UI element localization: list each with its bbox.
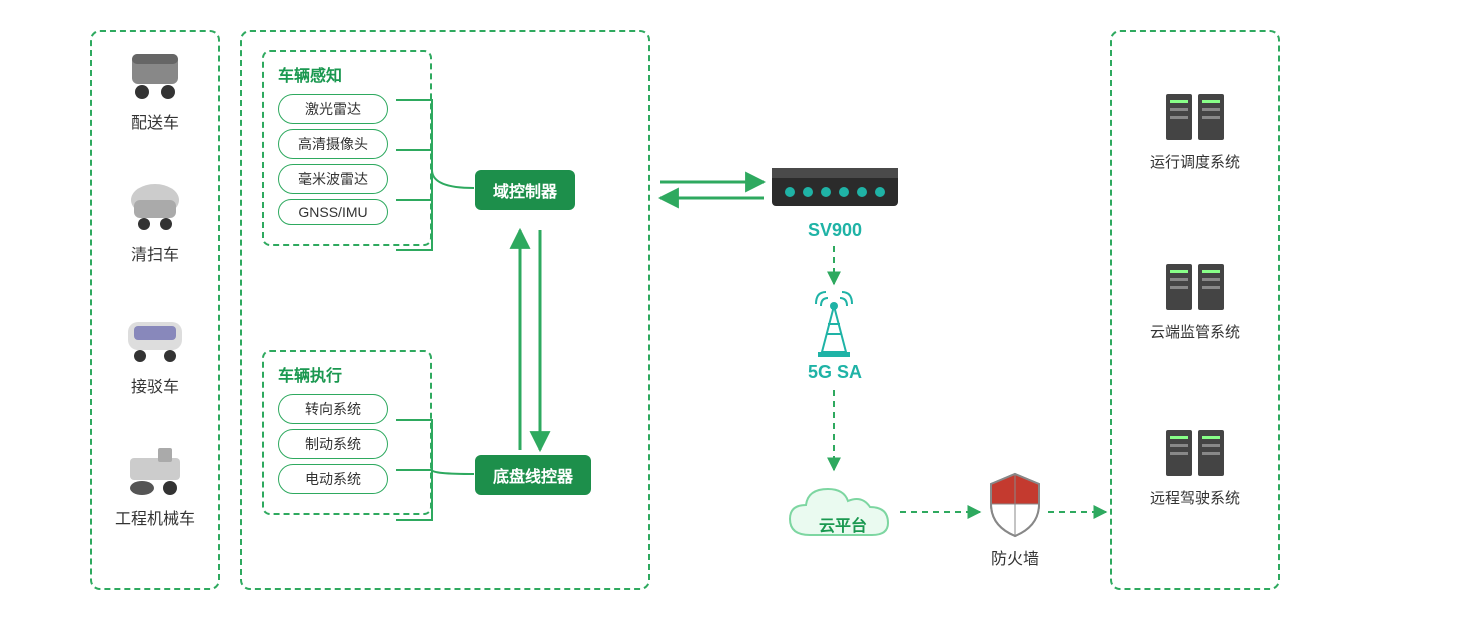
execution-item: 转向系统 (278, 394, 388, 424)
delivery-vehicle-icon (120, 48, 190, 103)
vehicle-label: 配送车 (105, 109, 205, 133)
system-label: 云端监管系统 (1135, 321, 1255, 342)
chassis-controller: 底盘线控器 (475, 455, 591, 495)
vehicle-construction: 工程机械车 (105, 444, 205, 529)
domain-controller: 域控制器 (475, 170, 575, 210)
perception-module: 车辆感知 激光雷达 高清摄像头 毫米波雷达 GNSS/IMU (262, 50, 432, 246)
execution-item: 制动系统 (278, 429, 388, 459)
system-label: 远程驾驶系统 (1135, 487, 1255, 508)
system-monitoring: 云端监管系统 (1135, 260, 1255, 342)
execution-module: 车辆执行 转向系统 制动系统 电动系统 (262, 350, 432, 515)
firewall-icon (985, 470, 1045, 540)
perception-title: 车辆感知 (278, 62, 416, 86)
perception-item: 高清摄像头 (278, 129, 388, 159)
system-dispatch: 运行调度系统 (1135, 90, 1255, 172)
server-icon (1160, 426, 1230, 481)
sweeper-vehicle-icon (120, 180, 190, 235)
construction-vehicle-icon (120, 444, 190, 499)
system-remote-driving: 远程驾驶系统 (1135, 426, 1255, 508)
sv900-label: SV900 (800, 220, 870, 241)
vehicle-shuttle: 接驳车 (105, 312, 205, 397)
server-icon (1160, 260, 1230, 315)
vehicle-label: 工程机械车 (105, 505, 205, 529)
perception-item: 激光雷达 (278, 94, 388, 124)
execution-item: 电动系统 (278, 464, 388, 494)
radio-label: 5G SA (800, 362, 870, 383)
system-label: 运行调度系统 (1135, 151, 1255, 172)
server-icon (1160, 90, 1230, 145)
vehicle-label: 清扫车 (105, 241, 205, 265)
shuttle-vehicle-icon (120, 312, 190, 367)
perception-item: 毫米波雷达 (278, 164, 388, 194)
sv900-device-icon (770, 160, 900, 215)
execution-title: 车辆执行 (278, 362, 416, 386)
firewall-label: 防火墙 (985, 545, 1045, 569)
vehicle-label: 接驳车 (105, 373, 205, 397)
antenna-icon (808, 288, 860, 360)
cloud-label: 云平台 (815, 512, 871, 536)
vehicle-delivery: 配送车 (105, 48, 205, 133)
perception-item: GNSS/IMU (278, 199, 388, 225)
vehicle-sweeper: 清扫车 (105, 180, 205, 265)
